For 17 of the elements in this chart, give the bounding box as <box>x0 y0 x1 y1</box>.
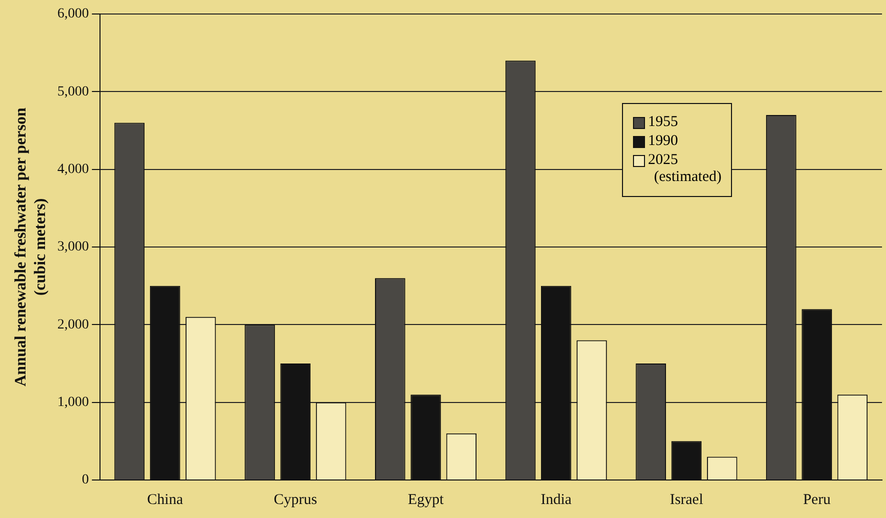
y-axis-title: Annual renewable freshwater per person (cubic meters) <box>12 107 49 386</box>
y-tick-label: 3,000 <box>57 240 89 255</box>
x-tick-label: Egypt <box>408 492 445 508</box>
y-tick-label: 4,000 <box>57 162 89 178</box>
legend-label: 1990 <box>648 133 678 150</box>
x-tick-label: India <box>540 492 572 508</box>
y-tick-label: 6,000 <box>57 6 89 22</box>
y-tick-label: 1,000 <box>57 395 89 410</box>
y-tick-label: 2,000 <box>57 317 89 332</box>
y-tick-label: 0 <box>82 472 89 488</box>
legend-label: 1955 <box>648 114 678 131</box>
x-tick-label: China <box>147 492 184 508</box>
x-tick-label: Peru <box>803 492 832 508</box>
y-tick-label: 5,000 <box>57 84 89 100</box>
x-tick-label: Israel <box>670 492 704 508</box>
x-tick-label: Cyprus <box>274 492 318 508</box>
legend-label: 2025 (estimated) <box>648 152 722 186</box>
